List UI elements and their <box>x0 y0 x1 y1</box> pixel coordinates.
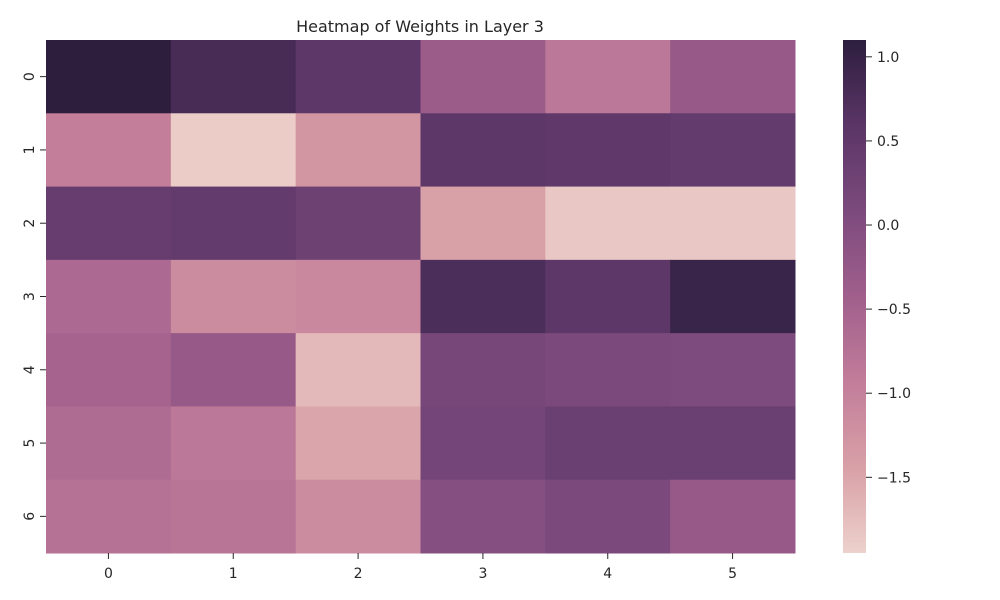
heatmap-cell <box>420 406 546 481</box>
colorbar-gradient <box>843 40 866 553</box>
heatmap-cell <box>545 333 671 407</box>
heatmap-cell <box>670 40 796 114</box>
heatmap-cell <box>545 186 671 261</box>
heatmap-cell <box>670 333 796 407</box>
heatmap-cell <box>420 479 546 554</box>
heatmap-cell <box>46 406 172 481</box>
x-tick-label: 3 <box>478 566 487 582</box>
heatmap-cell <box>670 113 796 188</box>
heatmap-cell <box>545 40 671 114</box>
heatmap-cell <box>170 259 297 334</box>
colorbar-tick-label: 0.5 <box>877 134 899 150</box>
heatmap-cell <box>170 113 297 188</box>
heatmap-cell <box>295 186 421 261</box>
colorbar-tick-label: 1.0 <box>877 50 899 66</box>
y-axis: 0 1 2 3 4 5 6 <box>22 72 46 521</box>
x-tick-label: 4 <box>603 566 612 582</box>
y-tick-label: 5 <box>22 439 38 448</box>
heatmap-cell <box>170 406 297 481</box>
heatmap-cell <box>295 40 421 114</box>
colorbar-tick-label: −1.5 <box>877 470 911 486</box>
heatmap-cells <box>46 40 796 554</box>
heatmap-cell <box>46 333 172 407</box>
chart-title: Heatmap of Weights in Layer 3 <box>296 17 544 36</box>
y-tick-label: 2 <box>22 219 38 228</box>
heatmap-cell <box>420 40 546 114</box>
x-tick-label: 1 <box>229 566 238 582</box>
heatmap-cell <box>670 186 796 261</box>
heatmap-cell <box>295 406 421 481</box>
heatmap-cell <box>295 479 421 554</box>
heatmap-cell <box>170 333 297 407</box>
heatmap-cell <box>46 113 172 188</box>
heatmap-cell <box>46 186 172 261</box>
heatmap-cell <box>545 479 671 554</box>
colorbar-tick-label: −0.5 <box>877 302 911 318</box>
colorbar-tick-label: −1.0 <box>877 386 911 402</box>
heatmap-cell <box>545 259 671 334</box>
x-tick-label: 5 <box>728 566 737 582</box>
heatmap-cell <box>545 113 671 188</box>
colorbar: 1.0 0.5 0.0 −0.5 −1.0 −1.5 <box>843 40 911 553</box>
y-tick-label: 3 <box>22 292 38 301</box>
heatmap-cell <box>670 259 796 334</box>
y-tick-label: 6 <box>22 512 38 521</box>
heatmap-cell <box>670 479 796 554</box>
x-axis: 0 1 2 3 4 5 <box>104 553 737 582</box>
heatmap-cell <box>46 259 172 334</box>
heatmap-cell <box>170 479 297 554</box>
colorbar-tick-label: 0.0 <box>877 218 899 234</box>
y-tick-label: 4 <box>22 365 38 374</box>
y-tick-label: 0 <box>22 72 38 81</box>
heatmap-cell <box>295 333 421 407</box>
heatmap-cell <box>170 40 297 114</box>
heatmap-cell <box>295 113 421 188</box>
heatmap-cell <box>545 406 671 481</box>
heatmap-cell <box>46 479 172 554</box>
heatmap-cell <box>170 186 297 261</box>
y-tick-label: 1 <box>22 145 38 154</box>
heatmap-cell <box>420 333 546 407</box>
heatmap-cell <box>295 259 421 334</box>
heatmap-cell <box>420 186 546 261</box>
heatmap-cell <box>420 259 546 334</box>
heatmap-cell <box>670 406 796 481</box>
heatmap-cell <box>420 113 546 188</box>
x-tick-label: 0 <box>104 566 113 582</box>
heatmap-cell <box>46 40 172 114</box>
x-tick-label: 2 <box>354 566 363 582</box>
